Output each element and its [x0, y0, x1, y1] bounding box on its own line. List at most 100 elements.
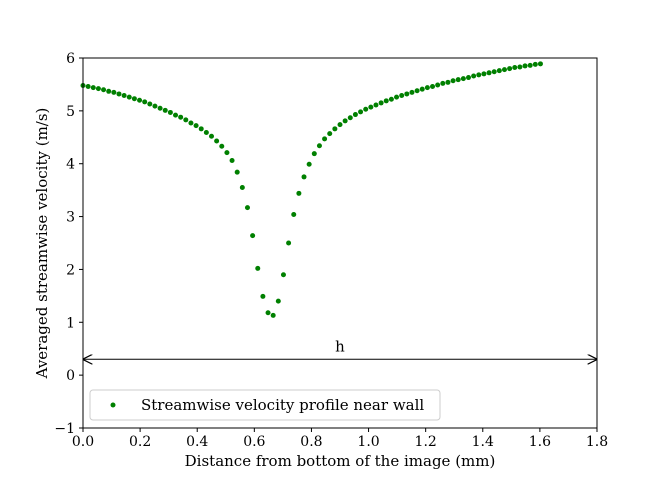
- data-point: [306, 161, 312, 167]
- data-point: [373, 102, 379, 108]
- data-point: [486, 70, 492, 76]
- x-tick-label: 0.4: [186, 434, 208, 450]
- data-points: [80, 61, 543, 318]
- y-tick-label: 2: [66, 262, 75, 278]
- data-point: [152, 103, 158, 109]
- data-point: [352, 112, 358, 118]
- x-tick-label: 1.0: [357, 434, 379, 450]
- data-point: [157, 105, 163, 111]
- data-point: [316, 143, 322, 149]
- data-point: [270, 312, 276, 318]
- data-point: [424, 85, 430, 91]
- y-tick-label: 6: [66, 51, 75, 67]
- data-point: [455, 77, 461, 83]
- data-point: [265, 310, 271, 316]
- data-point: [95, 86, 101, 92]
- data-point: [224, 150, 230, 156]
- data-point: [342, 118, 348, 124]
- data-point: [363, 106, 369, 112]
- data-point: [527, 62, 533, 68]
- y-axis-label: Averaged streamwise velocity (m/s): [33, 108, 51, 380]
- data-point: [173, 112, 179, 118]
- data-point: [183, 117, 189, 123]
- data-point: [188, 120, 194, 126]
- data-point: [244, 205, 250, 211]
- data-point: [501, 67, 507, 73]
- x-axis-label: Distance from bottom of the image (mm): [185, 452, 496, 470]
- data-point: [419, 86, 425, 92]
- data-point: [388, 96, 394, 102]
- x-tick-label: 0.6: [243, 434, 265, 450]
- data-point: [178, 114, 184, 120]
- x-tick-label: 1.2: [415, 434, 437, 450]
- y-tick-label: −1: [54, 421, 75, 437]
- data-point: [167, 109, 173, 115]
- data-point: [219, 143, 225, 149]
- x-tick-label: 1.6: [529, 434, 551, 450]
- data-point: [162, 107, 168, 113]
- data-point: [209, 133, 214, 139]
- data-point: [435, 82, 441, 88]
- data-point: [445, 79, 451, 85]
- data-point: [234, 169, 240, 175]
- y-axis-ticks: −1 0 1 2 3 4 5 6: [54, 51, 83, 437]
- data-point: [471, 73, 477, 79]
- data-point: [450, 78, 456, 84]
- data-point: [537, 61, 543, 67]
- data-point: [481, 71, 487, 77]
- y-tick-label: 0: [66, 368, 75, 384]
- y-tick-label: 3: [66, 210, 75, 226]
- x-tick-label: 0.2: [129, 434, 151, 450]
- data-point: [111, 89, 117, 95]
- data-point: [522, 63, 528, 69]
- data-point: [466, 75, 471, 81]
- x-tick-label: 1.8: [586, 434, 608, 450]
- y-tick-label: 5: [66, 104, 75, 120]
- data-point: [399, 93, 405, 99]
- plot-frame: [82, 57, 598, 429]
- data-point: [101, 87, 107, 93]
- data-point: [250, 233, 256, 239]
- data-point: [142, 99, 148, 105]
- legend-entry-label: Streamwise velocity profile near wall: [141, 396, 424, 414]
- data-point: [116, 91, 122, 97]
- data-point: [85, 84, 91, 90]
- data-point: [90, 85, 96, 91]
- data-point: [327, 131, 333, 137]
- data-point: [291, 211, 297, 217]
- data-point: [275, 298, 281, 304]
- data-point: [332, 126, 338, 132]
- data-point: [286, 240, 292, 246]
- data-point: [378, 100, 384, 106]
- data-point: [147, 101, 153, 107]
- data-point: [126, 94, 132, 100]
- data-point: [383, 98, 389, 104]
- data-point: [430, 84, 436, 90]
- data-point: [229, 158, 235, 164]
- data-point: [280, 272, 286, 278]
- h-label: h: [335, 337, 345, 355]
- data-point: [296, 190, 302, 196]
- data-point: [358, 109, 364, 115]
- data-point: [322, 136, 328, 142]
- data-point: [517, 64, 523, 70]
- data-point: [131, 96, 137, 102]
- data-point: [260, 293, 266, 299]
- data-point: [404, 91, 410, 97]
- data-point: [507, 66, 513, 72]
- data-point: [532, 61, 538, 67]
- data-point: [512, 65, 518, 71]
- data-point: [203, 130, 209, 136]
- data-point: [368, 104, 374, 110]
- data-point: [440, 80, 446, 86]
- data-point: [311, 151, 317, 157]
- data-point: [491, 69, 497, 75]
- data-point: [214, 138, 220, 144]
- data-point: [255, 265, 261, 271]
- y-tick-label: 4: [66, 157, 75, 173]
- data-point: [193, 123, 199, 129]
- data-point: [239, 185, 245, 190]
- data-point: [137, 97, 143, 103]
- legend: Streamwise velocity profile near wall: [89, 389, 441, 421]
